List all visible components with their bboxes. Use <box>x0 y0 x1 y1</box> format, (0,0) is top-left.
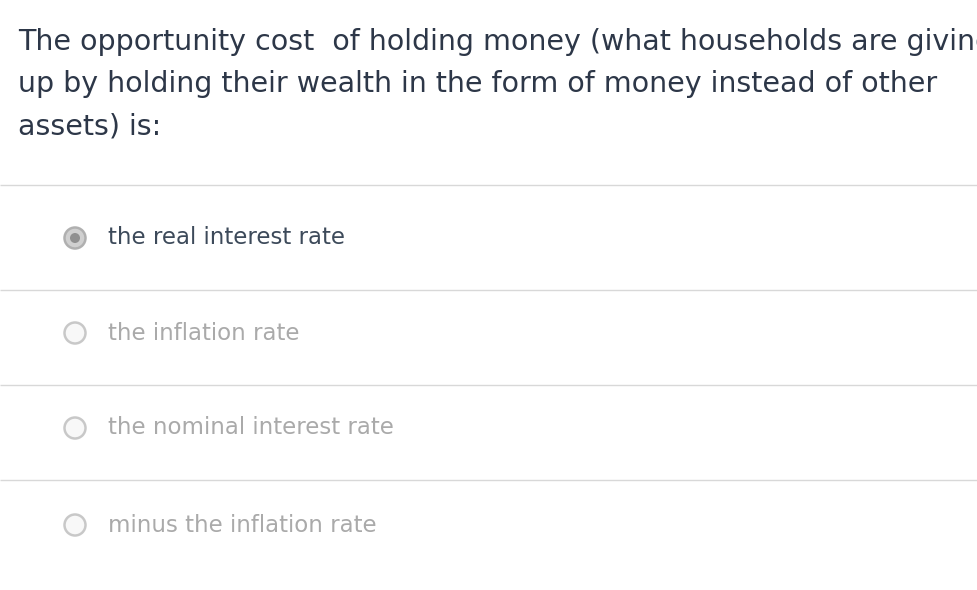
Circle shape <box>64 323 85 343</box>
Text: the real interest rate: the real interest rate <box>107 227 345 250</box>
Text: The opportunity cost  of holding money (what households are giving: The opportunity cost of holding money (w… <box>18 28 977 56</box>
Circle shape <box>64 418 85 438</box>
Text: assets) is:: assets) is: <box>18 112 161 140</box>
Text: the nominal interest rate: the nominal interest rate <box>107 417 394 440</box>
Text: the inflation rate: the inflation rate <box>107 322 299 345</box>
Text: minus the inflation rate: minus the inflation rate <box>107 513 376 536</box>
Circle shape <box>70 233 80 243</box>
Text: up by holding their wealth in the form of money instead of other: up by holding their wealth in the form o… <box>18 70 936 98</box>
Circle shape <box>64 514 85 536</box>
Circle shape <box>64 228 85 248</box>
